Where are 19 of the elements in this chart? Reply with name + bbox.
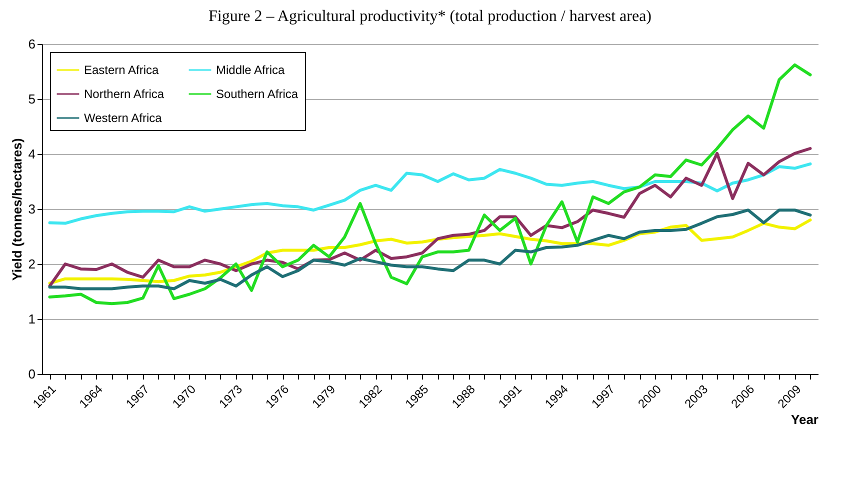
chart-title: Figure 2 – Agricultural productivity* (total production / harvest area) — [208, 8, 652, 25]
y-tick-label: 3 — [28, 202, 36, 216]
legend-label: Southern Africa — [216, 87, 298, 101]
y-tick-label: 6 — [28, 36, 36, 52]
y-tick-label: 2 — [28, 256, 36, 272]
legend-label: Middle Africa — [216, 63, 286, 77]
y-tick-label: 5 — [28, 92, 36, 106]
x-axis-title: Year — [791, 412, 818, 428]
y-tick-label: 4 — [28, 146, 36, 162]
y-tick-label: 1 — [28, 312, 36, 326]
y-axis-title: Yield (tonnes/hectares) — [9, 138, 24, 281]
legend-label: Northern Africa — [84, 87, 164, 101]
legend-label: Western Africa — [84, 111, 162, 125]
y-tick-label: 0 — [28, 366, 36, 382]
line-series — [48, 162, 812, 225]
legend-label: Eastern Africa — [84, 63, 160, 77]
line-series — [48, 208, 812, 290]
line-series — [48, 147, 812, 288]
line-series — [48, 63, 812, 306]
